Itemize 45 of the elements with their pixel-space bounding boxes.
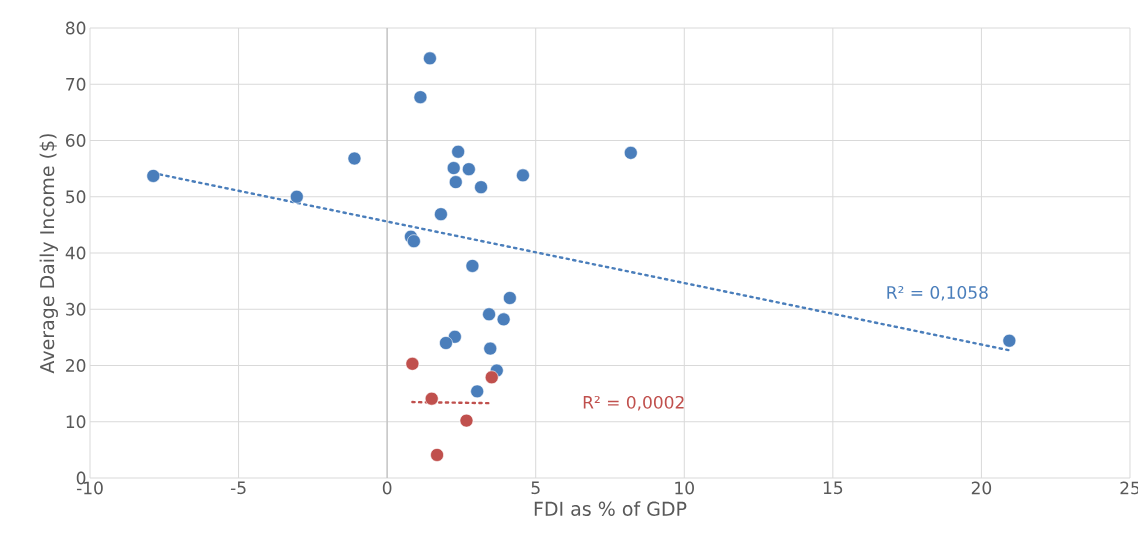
point — [424, 391, 439, 406]
x-tick-label: 5 — [531, 481, 540, 495]
annotation: R² = 0,1058 — [887, 286, 988, 301]
point — [516, 168, 530, 183]
x-tick-label: 0 — [382, 481, 392, 495]
y-tick-label: 30 — [66, 302, 86, 316]
point — [430, 448, 444, 462]
point — [474, 180, 488, 194]
annotation: R² = 0,0002 — [583, 395, 684, 411]
point — [623, 146, 638, 160]
point — [434, 207, 448, 221]
y-tick-label: 40 — [65, 246, 86, 260]
x-tick-label: 15 — [823, 481, 843, 495]
y-tick-label: 60 — [66, 134, 86, 147]
y-tick-label: 80 — [66, 21, 86, 35]
x-tick-label: 20 — [971, 481, 992, 495]
point — [483, 341, 498, 356]
point — [446, 161, 461, 175]
point — [462, 162, 476, 176]
point — [451, 144, 465, 159]
point — [470, 384, 484, 399]
point — [484, 370, 499, 385]
x-axis-title: FDI as % of GDP — [534, 501, 687, 516]
point — [503, 291, 517, 305]
x-tick-label: 10 — [675, 481, 694, 495]
point — [465, 259, 480, 273]
point — [459, 413, 474, 428]
point — [347, 151, 362, 166]
point — [146, 169, 161, 183]
point — [423, 51, 437, 66]
point — [448, 175, 463, 189]
point — [405, 357, 420, 371]
point — [290, 189, 304, 204]
y-axis-title: Average Daily Income ($) — [39, 134, 58, 374]
point — [482, 307, 496, 322]
point — [1002, 333, 1017, 348]
y-tick-label: 70 — [66, 77, 86, 91]
point — [439, 336, 453, 350]
point — [496, 312, 511, 327]
point — [413, 90, 428, 104]
y-tick-label: 10 — [66, 415, 86, 429]
y-tick-label: 50 — [66, 190, 86, 204]
x-tick-label: -5 — [230, 481, 246, 495]
y-tick-label: 20 — [66, 359, 86, 372]
point — [407, 234, 421, 248]
